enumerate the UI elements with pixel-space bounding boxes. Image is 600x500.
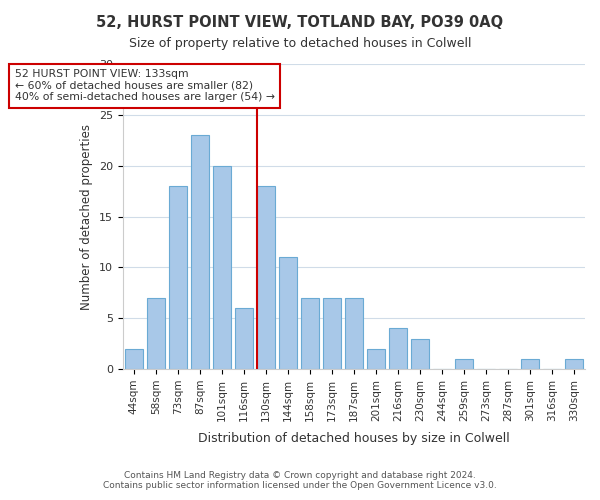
Bar <box>389 328 407 369</box>
Bar <box>455 359 473 369</box>
Bar <box>565 359 583 369</box>
Bar <box>169 186 187 369</box>
Bar <box>344 298 363 369</box>
X-axis label: Distribution of detached houses by size in Colwell: Distribution of detached houses by size … <box>198 432 510 445</box>
Bar <box>191 135 209 369</box>
Text: 52 HURST POINT VIEW: 133sqm
← 60% of detached houses are smaller (82)
40% of sem: 52 HURST POINT VIEW: 133sqm ← 60% of det… <box>15 69 275 102</box>
Bar <box>521 359 539 369</box>
Bar <box>410 338 430 369</box>
Bar <box>278 257 297 369</box>
Bar <box>235 308 253 369</box>
Bar <box>212 166 231 369</box>
Text: Contains HM Land Registry data © Crown copyright and database right 2024.
Contai: Contains HM Land Registry data © Crown c… <box>103 470 497 490</box>
Bar <box>125 348 143 369</box>
Bar <box>301 298 319 369</box>
Text: Size of property relative to detached houses in Colwell: Size of property relative to detached ho… <box>129 38 471 51</box>
Bar <box>146 298 165 369</box>
Bar <box>323 298 341 369</box>
Y-axis label: Number of detached properties: Number of detached properties <box>80 124 94 310</box>
Text: 52, HURST POINT VIEW, TOTLAND BAY, PO39 0AQ: 52, HURST POINT VIEW, TOTLAND BAY, PO39 … <box>97 15 503 30</box>
Bar <box>257 186 275 369</box>
Bar <box>367 348 385 369</box>
